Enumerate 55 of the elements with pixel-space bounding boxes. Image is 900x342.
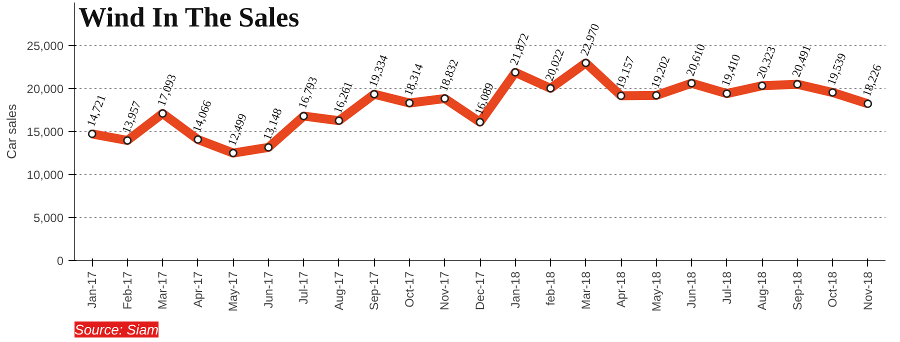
data-label: 19,410 [718,52,744,88]
y-tick-label: 10,000 [26,168,64,182]
x-tick-label: Oct-17 [402,271,416,308]
data-label: 19,202 [648,54,673,90]
data-label: 16,261 [330,79,356,116]
y-tick-label: 5,000 [33,211,64,225]
data-label: 18,832 [436,57,462,94]
data-label: 22,970 [577,22,602,58]
y-axis-title: Car sales [4,104,19,159]
data-label: 20,610 [683,42,708,78]
x-tick-label: Feb-17 [120,271,134,310]
x-tick-label: Jan-17 [85,271,100,308]
data-label: 16,089 [471,80,496,117]
x-tick-label: Apr-17 [190,271,205,308]
x-tick-label: Mar-18 [578,271,593,310]
x-tick-label: Nov-17 [438,271,452,310]
x-tick-label: Jul-17 [296,271,311,304]
data-label: 13,957 [118,99,144,136]
data-label: 18,314 [400,62,426,98]
x-tick-label: Dec-17 [473,271,487,310]
x-tick-label: May-17 [226,271,240,312]
data-label: 19,157 [612,54,638,90]
x-tick-label: feb-18 [544,271,558,306]
y-tick-label: 0 [56,254,64,268]
data-label: 18,226 [859,62,884,98]
data-label: 20,323 [754,44,779,80]
x-tick-label: May-18 [649,271,664,312]
x-tick-label: Aug-17 [332,271,346,310]
x-tick-label: Oct-18 [826,271,840,308]
y-tick-label: 20,000 [26,82,64,96]
x-tick-label: Sep-18 [790,271,804,310]
y-tick-label: 25,000 [26,39,64,53]
data-label: 17,093 [154,72,180,108]
y-tick-label: 15,000 [26,125,64,139]
data-label: 19,539 [824,51,850,87]
source-note: Source: Siam [74,322,159,338]
data-label: 12,499 [224,112,250,148]
data-label: 19,334 [366,52,391,89]
x-tick-label: Jul-18 [720,271,734,304]
data-label: 14,721 [84,92,109,128]
x-tick-label: Jun-18 [684,271,699,308]
chart-title: Wind In The Sales [78,2,300,34]
data-label: 20,022 [542,47,568,83]
x-tick-label: Mar-17 [156,271,170,310]
data-label: 20,491 [788,42,814,79]
x-tick-label: Sep-17 [367,271,382,310]
x-tick-label: Apr-18 [614,271,628,308]
x-tick-label: Jun-17 [261,271,276,308]
data-label: 16,793 [295,74,320,111]
x-tick-label: Jan-18 [508,271,522,308]
data-label: 13,148 [260,106,285,142]
x-tick-label: Aug-18 [755,271,770,310]
data-label: 21,872 [506,31,532,67]
data-label: 14,066 [189,98,214,134]
x-tick-label: Nov-18 [860,271,875,310]
